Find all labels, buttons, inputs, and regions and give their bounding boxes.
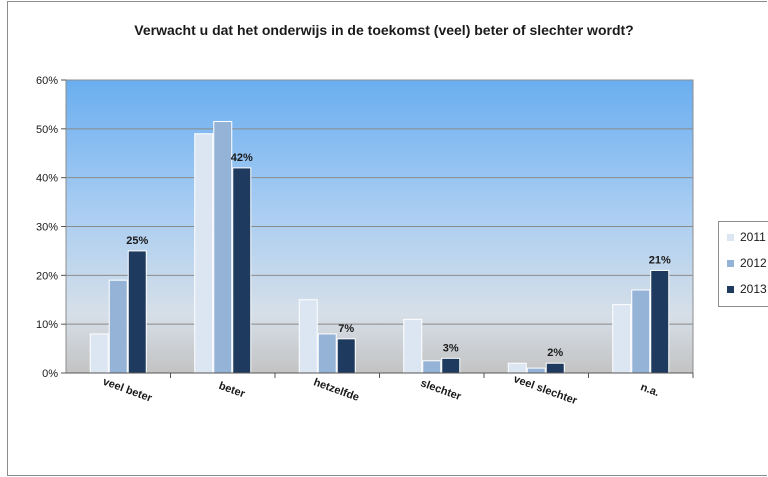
data-label: 25%: [126, 235, 148, 247]
bar-2013-1: [232, 167, 252, 374]
y-tick-label: 30%: [36, 222, 58, 234]
y-tick-label: 60%: [36, 75, 58, 87]
legend-swatch-2013: [727, 285, 734, 293]
chart-title: Verwacht u dat het onderwijs in de toeko…: [134, 22, 634, 38]
data-label: 42%: [231, 152, 253, 164]
category-label: n.a.: [639, 381, 661, 399]
category-label: slechter: [419, 377, 463, 403]
data-label: 3%: [443, 342, 459, 354]
data-label: 21%: [649, 254, 671, 266]
category-label: veel beter: [101, 376, 154, 405]
bar-2013-3: [441, 357, 461, 374]
bar-2011-4: [507, 362, 527, 374]
bar-2013-0: [127, 250, 147, 374]
legend-item-2012: 2012: [727, 256, 767, 270]
bar-2011-3: [403, 318, 423, 374]
bar-2013-2: [336, 338, 356, 374]
bar-2011-5: [612, 304, 632, 374]
legend-label-2012: 2012: [740, 256, 767, 270]
legend-label-2013: 2013: [740, 282, 767, 296]
legend-label-2011: 2011: [740, 230, 766, 244]
bar-2013-4: [545, 362, 565, 374]
legend-item-2011: 2011: [727, 230, 766, 244]
y-tick-label: 50%: [36, 124, 58, 136]
bar-2012-0: [108, 279, 128, 374]
bar-2011-1: [194, 133, 214, 374]
category-label: veel slechter: [512, 373, 579, 407]
bar-2013-5: [650, 269, 670, 374]
data-label: 2%: [547, 347, 563, 359]
y-tick-label: 40%: [36, 173, 58, 185]
bar-2012-5: [631, 289, 651, 374]
bar-2011-2: [298, 299, 318, 374]
bar-2011-0: [89, 333, 109, 374]
legend-swatch-2011: [727, 233, 734, 241]
legend-item-2013: 2013: [727, 282, 767, 296]
y-tick-label: 10%: [36, 319, 58, 331]
bar-2012-4: [526, 367, 546, 374]
legend: 2011 2012 2013: [718, 221, 768, 307]
bar-2012-3: [422, 360, 442, 374]
category-label: hetzelfde: [312, 376, 361, 404]
legend-swatch-2012: [727, 259, 734, 267]
y-tick-label: 20%: [36, 270, 58, 282]
data-label: 7%: [338, 323, 354, 335]
category-label: beter: [217, 380, 247, 401]
bar-2012-1: [213, 121, 233, 374]
bar-2012-2: [317, 333, 337, 374]
y-tick-label: 0%: [42, 368, 58, 380]
